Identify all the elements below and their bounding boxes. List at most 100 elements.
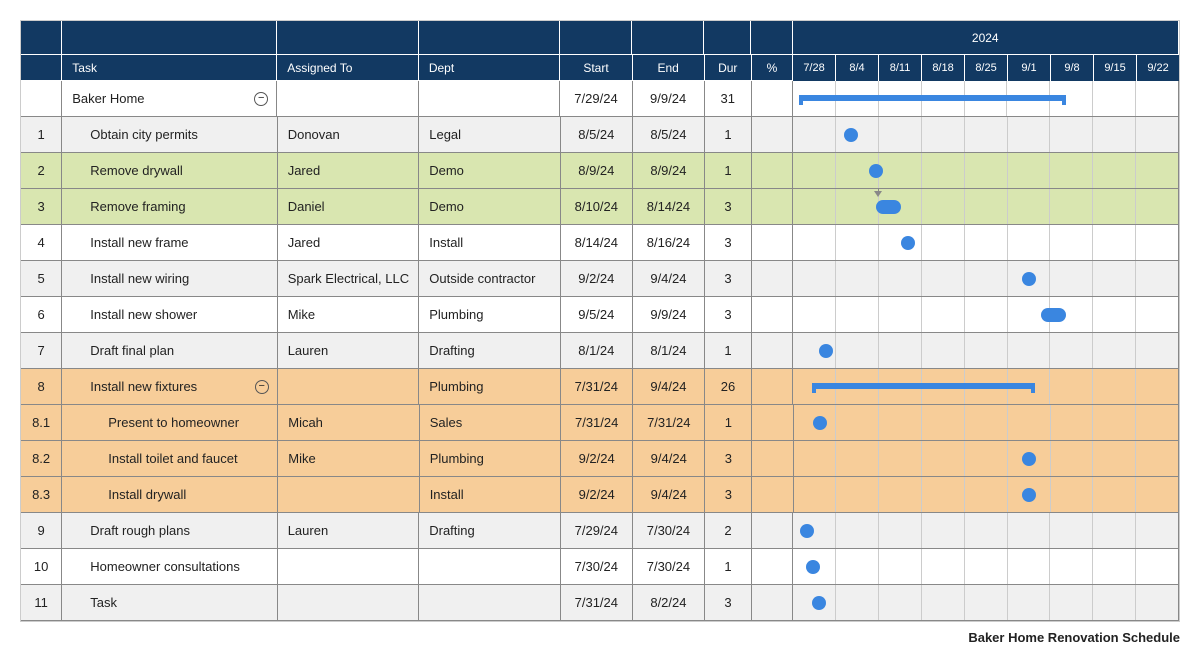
- duration-cell[interactable]: 1: [705, 333, 752, 369]
- task-name-cell[interactable]: Task: [62, 585, 277, 621]
- percent-cell[interactable]: [752, 333, 793, 369]
- table-row[interactable]: 11Task7/31/248/2/243: [21, 585, 1179, 621]
- start-date-cell[interactable]: 7/30/24: [561, 549, 633, 585]
- duration-cell[interactable]: 3: [705, 261, 752, 297]
- collapse-toggle-icon[interactable]: −: [255, 380, 269, 394]
- dept-cell[interactable]: [419, 585, 561, 621]
- task-name-cell[interactable]: Homeowner consultations: [62, 549, 277, 585]
- percent-cell[interactable]: [752, 369, 793, 405]
- dept-cell[interactable]: Outside contractor: [419, 261, 561, 297]
- hdr-col-end[interactable]: End: [633, 55, 705, 81]
- gantt-task-bar[interactable]: [876, 200, 901, 214]
- hdr-col-start[interactable]: Start: [560, 55, 632, 81]
- dept-cell[interactable]: Demo: [419, 153, 561, 189]
- end-date-cell[interactable]: 8/14/24: [633, 189, 705, 225]
- start-date-cell[interactable]: 8/14/24: [561, 225, 633, 261]
- assigned-to-cell[interactable]: Daniel: [278, 189, 420, 225]
- dept-cell[interactable]: Legal: [419, 117, 561, 153]
- end-date-cell[interactable]: 8/2/24: [633, 585, 705, 621]
- gantt-task-bar[interactable]: [1022, 488, 1036, 502]
- dept-cell[interactable]: Drafting: [419, 513, 561, 549]
- gantt-task-bar[interactable]: [901, 236, 915, 250]
- duration-cell[interactable]: 1: [705, 405, 752, 441]
- hdr-col-num[interactable]: [21, 55, 62, 81]
- task-name-cell[interactable]: Install new fixtures−: [62, 369, 277, 405]
- assigned-to-cell[interactable]: [278, 549, 420, 585]
- task-name-cell[interactable]: Baker Home−: [62, 81, 277, 117]
- assigned-to-cell[interactable]: Lauren: [278, 513, 420, 549]
- assigned-to-cell[interactable]: Jared: [278, 225, 420, 261]
- dept-cell[interactable]: Install: [420, 477, 561, 513]
- duration-cell[interactable]: 2: [705, 513, 752, 549]
- gantt-task-bar[interactable]: [819, 344, 833, 358]
- table-row[interactable]: 8.2Install toilet and faucetMikePlumbing…: [21, 441, 1179, 477]
- assigned-to-cell[interactable]: [278, 585, 420, 621]
- assigned-to-cell[interactable]: Donovan: [278, 117, 420, 153]
- table-row[interactable]: 8.3Install drywallInstall9/2/249/4/243: [21, 477, 1179, 513]
- assigned-to-cell[interactable]: Micah: [278, 405, 419, 441]
- duration-cell[interactable]: 1: [705, 117, 752, 153]
- dept-cell[interactable]: Plumbing: [419, 297, 561, 333]
- table-row[interactable]: Baker Home−7/29/249/9/2431: [21, 81, 1179, 117]
- table-row[interactable]: 9Draft rough plansLaurenDrafting7/29/247…: [21, 513, 1179, 549]
- start-date-cell[interactable]: 8/1/24: [561, 333, 633, 369]
- start-date-cell[interactable]: 7/31/24: [561, 369, 633, 405]
- start-date-cell[interactable]: 7/29/24: [561, 513, 633, 549]
- assigned-to-cell[interactable]: [278, 477, 419, 513]
- end-date-cell[interactable]: 9/4/24: [633, 261, 705, 297]
- end-date-cell[interactable]: 9/4/24: [633, 369, 705, 405]
- table-row[interactable]: 1Obtain city permitsDonovanLegal8/5/248/…: [21, 117, 1179, 153]
- gantt-task-bar[interactable]: [806, 560, 820, 574]
- task-name-cell[interactable]: Obtain city permits: [62, 117, 277, 153]
- assigned-to-cell[interactable]: Spark Electrical, LLC: [278, 261, 420, 297]
- dept-cell[interactable]: [419, 81, 561, 117]
- table-row[interactable]: 7Draft final planLaurenDrafting8/1/248/1…: [21, 333, 1179, 369]
- start-date-cell[interactable]: 9/5/24: [561, 297, 633, 333]
- gantt-task-bar[interactable]: [1022, 452, 1036, 466]
- start-date-cell[interactable]: 7/29/24: [560, 81, 632, 117]
- start-date-cell[interactable]: 8/10/24: [561, 189, 633, 225]
- start-date-cell[interactable]: 7/31/24: [561, 585, 633, 621]
- assigned-to-cell[interactable]: Lauren: [278, 333, 420, 369]
- percent-cell[interactable]: [752, 117, 793, 153]
- dept-cell[interactable]: Sales: [420, 405, 561, 441]
- percent-cell[interactable]: [752, 261, 793, 297]
- percent-cell[interactable]: [752, 189, 793, 225]
- duration-cell[interactable]: 3: [705, 477, 752, 513]
- dept-cell[interactable]: Install: [419, 225, 561, 261]
- hdr-col-dur[interactable]: Dur: [705, 55, 752, 81]
- collapse-toggle-icon[interactable]: −: [254, 92, 268, 106]
- duration-cell[interactable]: 1: [705, 153, 752, 189]
- percent-cell[interactable]: [752, 513, 793, 549]
- hdr-col-pct[interactable]: %: [752, 55, 793, 81]
- task-name-cell[interactable]: Draft rough plans: [62, 513, 277, 549]
- percent-cell[interactable]: [752, 153, 793, 189]
- end-date-cell[interactable]: 7/31/24: [633, 405, 705, 441]
- gantt-task-bar[interactable]: [1041, 308, 1066, 322]
- start-date-cell[interactable]: 9/2/24: [561, 477, 633, 513]
- end-date-cell[interactable]: 8/9/24: [633, 153, 705, 189]
- dept-cell[interactable]: Drafting: [419, 333, 561, 369]
- task-name-cell[interactable]: Draft final plan: [62, 333, 277, 369]
- table-row[interactable]: 4Install new frameJaredInstall8/14/248/1…: [21, 225, 1179, 261]
- end-date-cell[interactable]: 8/16/24: [633, 225, 705, 261]
- gantt-task-bar[interactable]: [1022, 272, 1036, 286]
- gantt-summary-bar[interactable]: [799, 95, 1066, 101]
- start-date-cell[interactable]: 8/5/24: [561, 117, 633, 153]
- hdr-col-dept[interactable]: Dept: [419, 55, 561, 81]
- task-name-cell[interactable]: Install new shower: [62, 297, 277, 333]
- dept-cell[interactable]: Demo: [419, 189, 561, 225]
- table-row[interactable]: 8.1Present to homeownerMicahSales7/31/24…: [21, 405, 1179, 441]
- percent-cell[interactable]: [752, 297, 793, 333]
- task-name-cell[interactable]: Remove framing: [62, 189, 277, 225]
- duration-cell[interactable]: 3: [705, 297, 752, 333]
- hdr-col-assigned[interactable]: Assigned To: [277, 55, 419, 81]
- percent-cell[interactable]: [752, 405, 793, 441]
- dept-cell[interactable]: Plumbing: [420, 441, 561, 477]
- gantt-summary-bar[interactable]: [812, 383, 1034, 389]
- start-date-cell[interactable]: 9/2/24: [561, 441, 633, 477]
- assigned-to-cell[interactable]: [278, 369, 420, 405]
- end-date-cell[interactable]: 8/5/24: [633, 117, 705, 153]
- table-row[interactable]: 2Remove drywallJaredDemo8/9/248/9/241: [21, 153, 1179, 189]
- start-date-cell[interactable]: 9/2/24: [561, 261, 633, 297]
